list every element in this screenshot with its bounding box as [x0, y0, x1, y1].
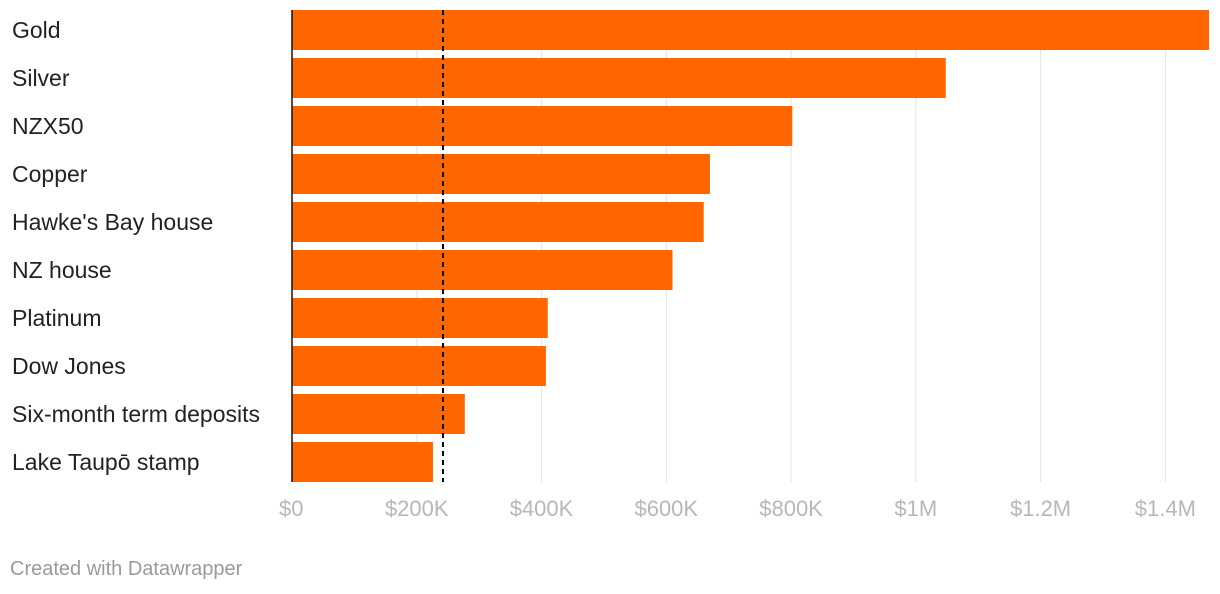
category-label: Hawke's Bay house: [12, 209, 213, 235]
bar: [292, 442, 433, 482]
x-tick-label: $1M: [894, 496, 937, 521]
bar: [292, 202, 704, 242]
bar: [292, 154, 710, 194]
category-label: Lake Taupō stamp: [12, 449, 200, 475]
x-tick-label: $800K: [759, 496, 823, 521]
category-label: Platinum: [12, 305, 101, 331]
tick-labels: $0 $200K $400K $600K $800K $1M $1.2M $1.4M: [279, 496, 1196, 521]
x-tick-label: $1.4M: [1135, 496, 1196, 521]
x-tick-label: $1.2M: [1010, 496, 1071, 521]
category-labels: Gold Silver NZX50 Copper Hawke's Bay house NZ…: [12, 17, 260, 475]
bar: [292, 298, 548, 338]
credit-text: Created with Datawrapper: [10, 558, 243, 580]
category-label: Six-month term deposits: [12, 401, 260, 427]
category-label: NZX50: [12, 113, 84, 139]
x-tick-label: $400K: [510, 496, 574, 521]
bar: [292, 10, 1209, 50]
category-label: Gold: [12, 17, 61, 43]
bar: [292, 106, 793, 146]
bar: [292, 346, 546, 386]
category-label: NZ house: [12, 257, 112, 283]
bar: [292, 58, 946, 98]
x-tick-label: $600K: [634, 496, 698, 521]
category-label: Silver: [12, 65, 70, 91]
category-label: Copper: [12, 161, 88, 187]
x-tick-label: $200K: [385, 496, 449, 521]
bar: [292, 394, 465, 434]
category-label: Dow Jones: [12, 353, 126, 379]
x-tick-label: $0: [279, 496, 303, 521]
bar: [292, 250, 673, 290]
bars: [292, 10, 1209, 482]
